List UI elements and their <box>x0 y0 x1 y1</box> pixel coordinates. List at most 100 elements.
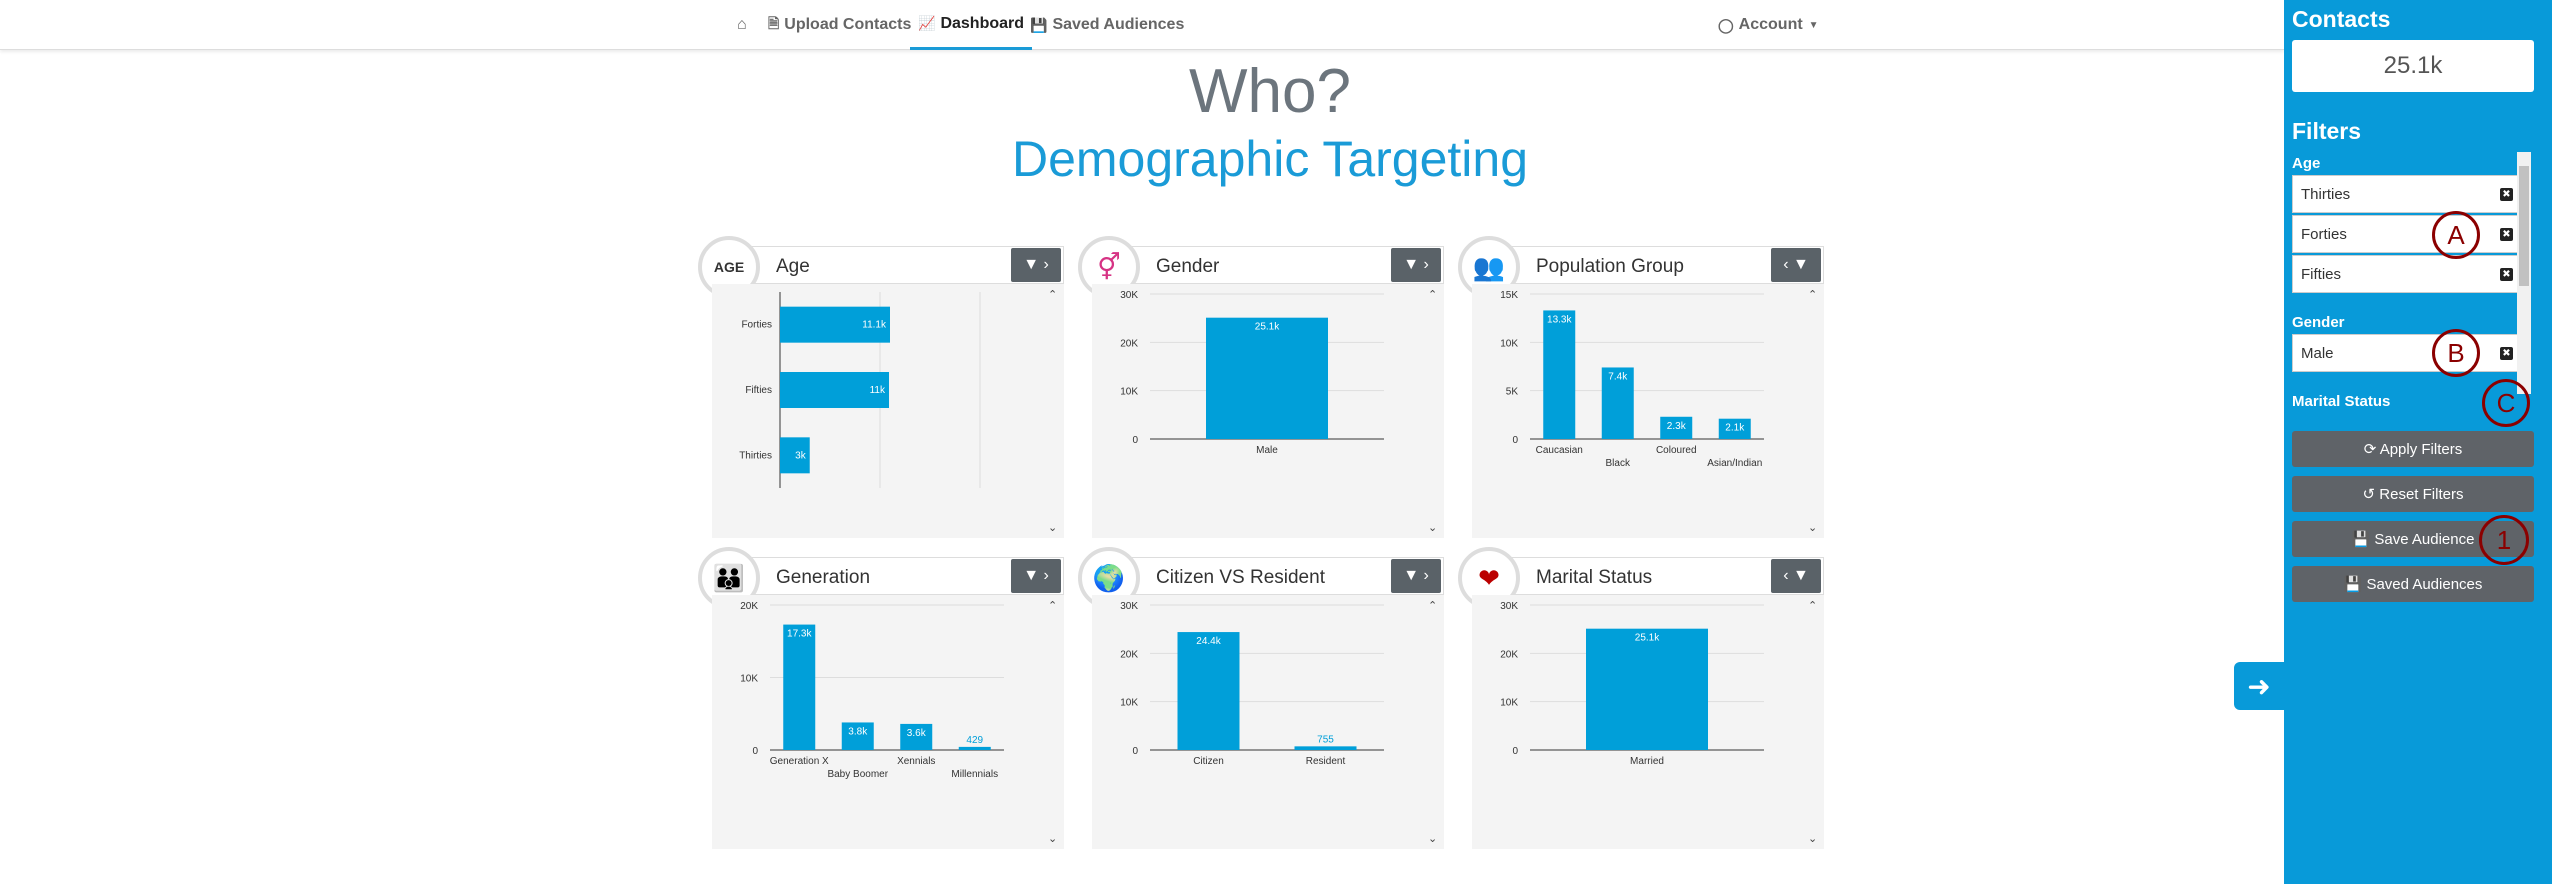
card-gender: Gender ▼ › ⚥ 0 10K 20K 30K 25.1k Male ⌃ ⌄ <box>1078 236 1444 538</box>
y-tick-label: 0 <box>1132 435 1138 446</box>
scroll-down-icon[interactable]: ⌄ <box>1428 522 1438 534</box>
card-scrollbar[interactable]: ⌃ ⌄ <box>1428 595 1440 849</box>
data-label: 2.3k <box>1667 421 1687 432</box>
scroll-down-icon[interactable]: ⌄ <box>1048 833 1058 845</box>
home-icon[interactable]: ⌂ <box>737 16 747 33</box>
y-tick-label: 0 <box>1132 746 1138 757</box>
bar <box>841 722 874 750</box>
data-label: 755 <box>1317 734 1334 745</box>
apply-filters-button[interactable]: ⟳ Apply Filters <box>2292 431 2534 467</box>
bar <box>1294 746 1357 750</box>
category-label: Citizen <box>1193 756 1224 767</box>
card-title: Gender <box>1156 256 1220 277</box>
card-title: Citizen VS Resident <box>1156 567 1325 588</box>
caret-down-icon: ▼ <box>1808 19 1819 31</box>
remove-filter-icon[interactable]: ✖ <box>2500 268 2513 281</box>
scroll-down-icon[interactable]: ⌄ <box>1808 833 1818 845</box>
filters-scrollbar[interactable] <box>2517 152 2531 394</box>
category-label: Fifties <box>745 385 772 396</box>
remove-filter-icon[interactable]: ✖ <box>2500 228 2513 241</box>
card-header: Citizen VS Resident ▼ › <box>1092 557 1444 595</box>
bar <box>958 746 991 750</box>
account-dropdown[interactable]: ◯ Account ▼ <box>1718 0 1819 50</box>
remove-filter-icon[interactable]: ✖ <box>2500 347 2513 360</box>
filter-button[interactable]: ▼ › <box>1391 248 1441 282</box>
scroll-down-icon[interactable]: ⌄ <box>1428 833 1438 845</box>
y-tick-label: 30K <box>1120 601 1138 612</box>
card-scrollbar[interactable]: ⌃ ⌄ <box>1808 284 1820 538</box>
data-label: 429 <box>966 735 983 746</box>
y-tick-label: 0 <box>1512 435 1518 446</box>
chart-area: 11.1k Forties 11k Fifties 3k Thirties <box>712 284 1064 538</box>
page-title: Who? <box>1189 57 1351 126</box>
scrollbar-thumb[interactable] <box>2519 166 2529 286</box>
bar <box>1177 632 1240 750</box>
card-title: Age <box>776 256 810 277</box>
data-label: 11.1k <box>862 320 887 331</box>
user-icon: ◯ <box>1718 16 1734 33</box>
marker-b: B <box>2432 329 2480 377</box>
data-label: 2.1k <box>1725 423 1745 434</box>
filter-button[interactable]: ▼ › <box>1391 559 1441 593</box>
sidebar-toggle-arrow-icon[interactable]: ➜ <box>2234 662 2284 710</box>
filter-chip-label: Forties <box>2301 225 2347 243</box>
filter-icon: ‹ ▼ <box>1783 567 1809 584</box>
category-label: Male <box>1256 445 1278 456</box>
card-scrollbar[interactable]: ⌃ ⌄ <box>1048 284 1060 538</box>
y-tick-label: 10K <box>1500 338 1518 349</box>
nav-dashboard[interactable]: 📈 Dashboard <box>910 0 1033 50</box>
reset-filters-button[interactable]: ↺ Reset Filters <box>2292 476 2534 512</box>
nav-upload-label: Upload Contacts <box>784 16 912 33</box>
filter-icon: ▼ › <box>1403 256 1429 273</box>
remove-filter-icon[interactable]: ✖ <box>2500 188 2513 201</box>
card-scrollbar[interactable]: ⌃ ⌄ <box>1808 595 1820 849</box>
filters-title: Filters <box>2292 118 2362 144</box>
citizen-chart: 0 10K 20K 30K 24.4k Citizen 755 Resident <box>1120 601 1384 767</box>
age-icon: AGE <box>698 236 760 298</box>
scroll-up-icon[interactable]: ⌃ <box>1428 600 1438 612</box>
filter-icon: ‹ ▼ <box>1783 256 1809 273</box>
marital-filter-label: Marital Status <box>2292 393 2391 410</box>
filter-button[interactable]: ▼ › <box>1011 248 1061 282</box>
scroll-up-icon[interactable]: ⌃ <box>1808 600 1818 612</box>
card-scrollbar[interactable]: ⌃ ⌄ <box>1428 284 1440 538</box>
card-header: Population Group ‹ ▼ <box>1472 246 1824 284</box>
scroll-up-icon[interactable]: ⌃ <box>1048 289 1058 301</box>
filters-sidebar: Contacts 25.1k Filters Age Thirties ✖ For… <box>2284 0 2552 884</box>
scroll-up-icon[interactable]: ⌃ <box>1808 289 1818 301</box>
data-label: 11k <box>870 385 886 396</box>
filter-button[interactable]: ▼ › <box>1011 559 1061 593</box>
card-header: Marital Status ‹ ▼ <box>1472 557 1824 595</box>
data-label: 25.1k <box>1255 322 1280 333</box>
page-subtitle: Demographic Targeting <box>1011 131 1529 187</box>
filter-icon: ▼ › <box>1023 256 1049 273</box>
data-label: 13.3k <box>1547 314 1572 325</box>
filter-chip-fifties: Fifties ✖ <box>2292 255 2520 293</box>
data-label: 3.6k <box>907 728 927 739</box>
y-tick-label: 10K <box>1120 387 1138 398</box>
y-tick-label: 20K <box>1120 338 1138 349</box>
filter-icon: ▼ › <box>1403 567 1429 584</box>
y-tick-label: 20K <box>1500 649 1518 660</box>
saved-audiences-button[interactable]: 💾 Saved Audiences <box>2292 566 2534 602</box>
filter-chip-thirties: Thirties ✖ <box>2292 175 2520 213</box>
category-label: Millennials <box>951 769 998 780</box>
category-label: Generation X <box>770 756 829 767</box>
gender-chart: 0 10K 20K 30K 25.1k Male <box>1120 290 1384 456</box>
filter-button[interactable]: ‹ ▼ <box>1771 559 1821 593</box>
scroll-down-icon[interactable]: ⌄ <box>1048 522 1058 534</box>
nav-saved-audiences[interactable]: 💾 Saved Audiences <box>1030 0 1184 50</box>
scroll-down-icon[interactable]: ⌄ <box>1808 522 1818 534</box>
scroll-up-icon[interactable]: ⌃ <box>1428 289 1438 301</box>
card-generation: Generation ▼ › 👪 0 10K 20K 17.3k Generation … <box>698 547 1064 849</box>
save-icon: 💾 <box>1030 16 1048 33</box>
bar <box>780 372 890 408</box>
bar <box>783 624 816 750</box>
filter-button[interactable]: ‹ ▼ <box>1771 248 1821 282</box>
bar <box>1601 367 1634 439</box>
card-scrollbar[interactable]: ⌃ ⌄ <box>1048 595 1060 849</box>
y-tick-label: 20K <box>1120 649 1138 660</box>
scroll-up-icon[interactable]: ⌃ <box>1048 600 1058 612</box>
nav-upload-contacts[interactable]: 🗎 Upload Contacts <box>768 0 911 50</box>
bar <box>780 437 810 474</box>
